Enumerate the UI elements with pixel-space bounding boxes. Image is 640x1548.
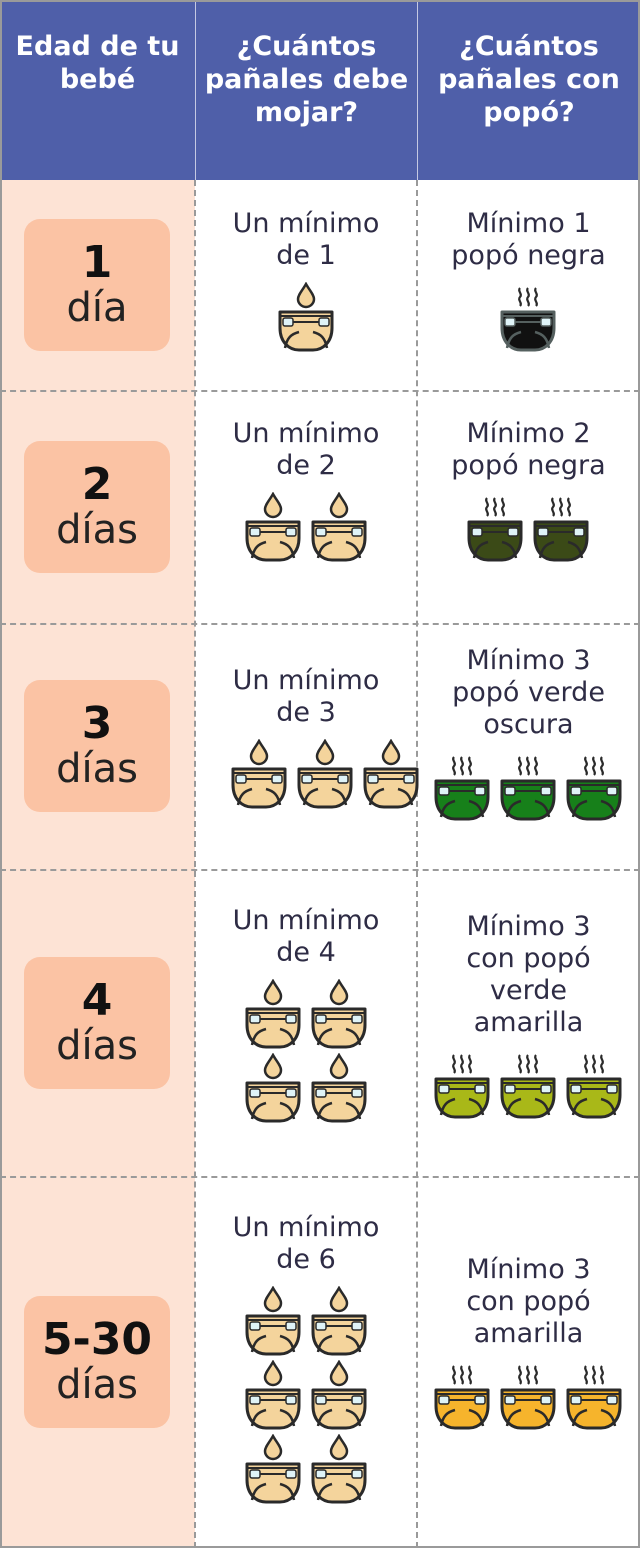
- age-unit: días: [56, 1022, 138, 1069]
- wet-cell: Un mínimo de 6: [195, 1212, 417, 1504]
- poop-text: Mínimo 3 con popó verde amarilla: [466, 911, 591, 1038]
- wet-diaper-icon: [245, 1286, 301, 1356]
- wet-diaper-icon: [363, 739, 419, 809]
- poop-text: Mínimo 3 popó verde oscura: [452, 645, 605, 740]
- poop-cell: Mínimo 3 con popó amarilla: [417, 1254, 640, 1430]
- row-divider: [0, 1176, 640, 1178]
- poop-text: Mínimo 3 con popó amarilla: [466, 1254, 591, 1349]
- wet-diaper-icon: [311, 1360, 367, 1430]
- header-wet: ¿Cuántos pañales debe mojar?: [195, 0, 417, 180]
- row-divider: [0, 623, 640, 625]
- wet-icons: [236, 1286, 376, 1504]
- poop-diaper-icon: [500, 1365, 556, 1430]
- wet-cell: Un mínimo de 1: [195, 208, 417, 352]
- wet-diaper-icon: [278, 282, 334, 352]
- poop-diaper-icon: [434, 1365, 490, 1430]
- age-number: 1: [81, 237, 113, 288]
- wet-cell: Un mínimo de 2: [195, 418, 417, 562]
- row-divider: [0, 869, 640, 871]
- age-number: 3: [81, 698, 113, 749]
- poop-diaper-icon: [566, 1054, 622, 1119]
- wet-cell: Un mínimo de 4: [195, 905, 417, 1123]
- wet-text: Un mínimo de 1: [232, 208, 380, 271]
- column-divider: [194, 180, 196, 1548]
- poop-icons: [423, 751, 633, 821]
- wet-diaper-icon: [245, 1053, 301, 1123]
- wet-diaper-icon: [297, 739, 353, 809]
- poop-icons: [423, 282, 633, 352]
- wet-text: Un mínimo de 2: [232, 418, 380, 481]
- age-unit: día: [66, 285, 128, 331]
- wet-icons: [271, 282, 341, 352]
- poop-diaper-icon: [566, 756, 622, 821]
- header-age: Edad de tu bebé: [0, 0, 195, 180]
- poop-cell: Mínimo 2 popó negra: [417, 418, 640, 562]
- poop-diaper-icon: [566, 1365, 622, 1430]
- poop-text: Mínimo 1 popó negra: [451, 208, 606, 271]
- poop-text: Mínimo 2 popó negra: [451, 418, 606, 481]
- row-divider: [0, 390, 640, 392]
- age-badge: 5-30 días: [24, 1296, 170, 1428]
- age-badge: 3 días: [24, 680, 170, 812]
- age-badge: 4 días: [24, 956, 170, 1089]
- age-badge: 1 día: [24, 219, 170, 351]
- wet-diaper-icon: [311, 492, 367, 562]
- poop-diaper-icon: [500, 287, 556, 352]
- wet-diaper-icon: [245, 1360, 301, 1430]
- wet-text: Un mínimo de 3: [232, 665, 380, 728]
- wet-diaper-icon: [245, 492, 301, 562]
- poop-cell: Mínimo 3 con popó verde amarilla: [417, 911, 640, 1119]
- wet-diaper-icon: [245, 979, 301, 1049]
- wet-diaper-icon: [311, 1286, 367, 1356]
- age-number: 5-30: [41, 1314, 153, 1365]
- wet-icons: [236, 492, 376, 562]
- wet-icons: [225, 739, 425, 809]
- wet-text: Un mínimo de 4: [232, 905, 380, 968]
- age-number: 2: [81, 458, 113, 510]
- poop-diaper-icon: [500, 756, 556, 821]
- wet-diaper-icon: [311, 1053, 367, 1123]
- age-unit: días: [56, 1362, 138, 1408]
- age-badge: 2 días: [24, 440, 170, 573]
- wet-text: Un mínimo de 6: [232, 1212, 380, 1275]
- poop-icons: [423, 1360, 633, 1430]
- age-unit: días: [56, 746, 138, 792]
- age-number: 4: [81, 974, 113, 1026]
- wet-diaper-icon: [231, 739, 287, 809]
- wet-icons: [236, 979, 376, 1123]
- poop-cell: Mínimo 1 popó negra: [417, 208, 640, 352]
- poop-diaper-icon: [533, 497, 589, 562]
- wet-diaper-icon: [311, 1434, 367, 1504]
- wet-cell: Un mínimo de 3: [195, 665, 419, 809]
- column-divider: [416, 180, 418, 1548]
- poop-diaper-icon: [500, 1054, 556, 1119]
- poop-diaper-icon: [467, 497, 523, 562]
- poop-cell: Mínimo 3 popó verde oscura: [417, 645, 640, 821]
- wet-diaper-icon: [245, 1434, 301, 1504]
- poop-icons: [423, 1049, 633, 1119]
- poop-icons: [423, 492, 633, 562]
- header-poop: ¿Cuántos pañales con popó?: [417, 0, 640, 180]
- poop-diaper-icon: [434, 756, 490, 821]
- wet-diaper-icon: [311, 979, 367, 1049]
- age-unit: días: [56, 506, 138, 553]
- poop-diaper-icon: [434, 1054, 490, 1119]
